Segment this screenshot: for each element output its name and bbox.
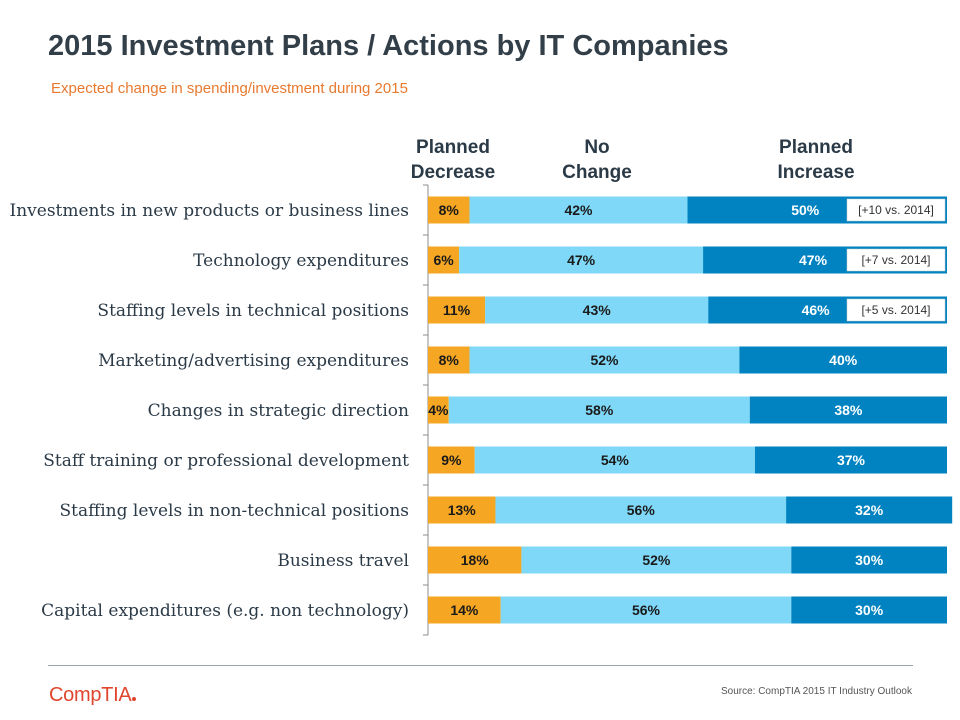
data-label: 40% <box>829 352 858 368</box>
header-nochange-line2: Change <box>562 162 632 183</box>
header-no-change: No Change <box>547 135 647 185</box>
category-label: Marketing/advertising expenditures <box>98 351 409 371</box>
header-decrease-line2: Decrease <box>410 162 496 183</box>
data-label: 46% <box>802 302 831 318</box>
category-label: Business travel <box>277 551 409 571</box>
data-label: 11% <box>443 302 471 318</box>
chart-title: 2015 Investment Plans / Actions by IT Co… <box>48 30 729 62</box>
comptia-logo: CompTIA <box>49 684 137 707</box>
bar-decrease <box>428 296 486 324</box>
bar-decrease <box>428 196 470 224</box>
bar-decrease <box>428 446 475 474</box>
category-label: Technology expenditures <box>193 251 409 271</box>
data-label: 37% <box>837 452 866 468</box>
bar-increase <box>739 346 947 374</box>
header-planned-increase: Planned Increase <box>762 135 870 185</box>
bar-decrease <box>428 496 496 524</box>
header-nochange-line1: No <box>584 137 610 158</box>
category-label: Staffing levels in technical positions <box>97 301 409 321</box>
bar-decrease <box>428 546 522 574</box>
data-label: 38% <box>834 402 863 418</box>
category-label: Changes in strategic direction <box>148 401 409 421</box>
data-label: 13% <box>448 502 477 518</box>
bar-increase <box>749 396 947 424</box>
bar-no-change <box>474 446 755 474</box>
bar-decrease <box>428 596 501 624</box>
header-planned-decrease: Planned Decrease <box>400 135 506 185</box>
data-label: 8% <box>439 352 460 368</box>
category-label: Staffing levels in non-technical positio… <box>60 501 409 521</box>
data-label: 56% <box>632 602 661 618</box>
category-label: Capital expenditures (e.g. non technolog… <box>41 601 409 621</box>
logo-text: CompTIA <box>49 684 132 706</box>
annotation-label: [+7 vs. 2014] <box>861 253 930 267</box>
header-increase-line1: Planned <box>779 137 853 158</box>
bar-no-change <box>485 296 709 324</box>
bar-increase <box>791 546 947 574</box>
data-label: 6% <box>433 252 454 268</box>
data-label: 54% <box>601 452 630 468</box>
data-label: 56% <box>627 502 656 518</box>
annotation-label: [+5 vs. 2014] <box>861 303 930 317</box>
data-label: 18% <box>461 552 490 568</box>
bar-decrease <box>428 346 470 374</box>
data-label: 52% <box>590 352 619 368</box>
annotation-box <box>846 248 946 272</box>
data-label: 32% <box>855 502 884 518</box>
chart-subtitle: Expected change in spending/investment d… <box>51 80 408 97</box>
data-label: 4% <box>428 402 449 418</box>
category-label: Investments in new products or business … <box>9 201 409 221</box>
data-label: 30% <box>855 602 884 618</box>
category-label: Staff training or professional developme… <box>43 451 409 471</box>
annotation-box <box>846 298 946 322</box>
bar-no-change <box>459 246 704 274</box>
annotation-box <box>846 198 946 222</box>
bar-decrease <box>428 246 460 274</box>
source-note: Source: CompTIA 2015 IT Industry Outlook <box>720 686 912 697</box>
bar-no-change <box>500 596 792 624</box>
data-label: 50% <box>791 202 820 218</box>
annotation-label: [+10 vs. 2014] <box>858 203 934 217</box>
footer-divider <box>48 665 913 666</box>
bar-increase <box>754 446 947 474</box>
bar-no-change <box>448 396 750 424</box>
bar-decrease <box>428 396 449 424</box>
data-label: 30% <box>855 552 884 568</box>
data-label: 9% <box>441 452 462 468</box>
data-label: 42% <box>564 202 593 218</box>
data-label: 43% <box>583 302 612 318</box>
data-label: 8% <box>439 202 460 218</box>
bar-no-change <box>469 196 688 224</box>
logo-dot <box>132 697 137 701</box>
bar-increase <box>791 596 947 624</box>
bar-no-change <box>495 496 787 524</box>
header-decrease-line1: Planned <box>416 137 490 158</box>
data-label: 47% <box>567 252 596 268</box>
data-label: 58% <box>585 402 614 418</box>
header-increase-line2: Increase <box>777 162 855 183</box>
bar-no-change <box>469 346 740 374</box>
data-label: 52% <box>642 552 671 568</box>
bar-increase <box>786 496 953 524</box>
bar-no-change <box>521 546 792 574</box>
data-label: 14% <box>450 602 479 618</box>
data-label: 47% <box>799 252 828 268</box>
